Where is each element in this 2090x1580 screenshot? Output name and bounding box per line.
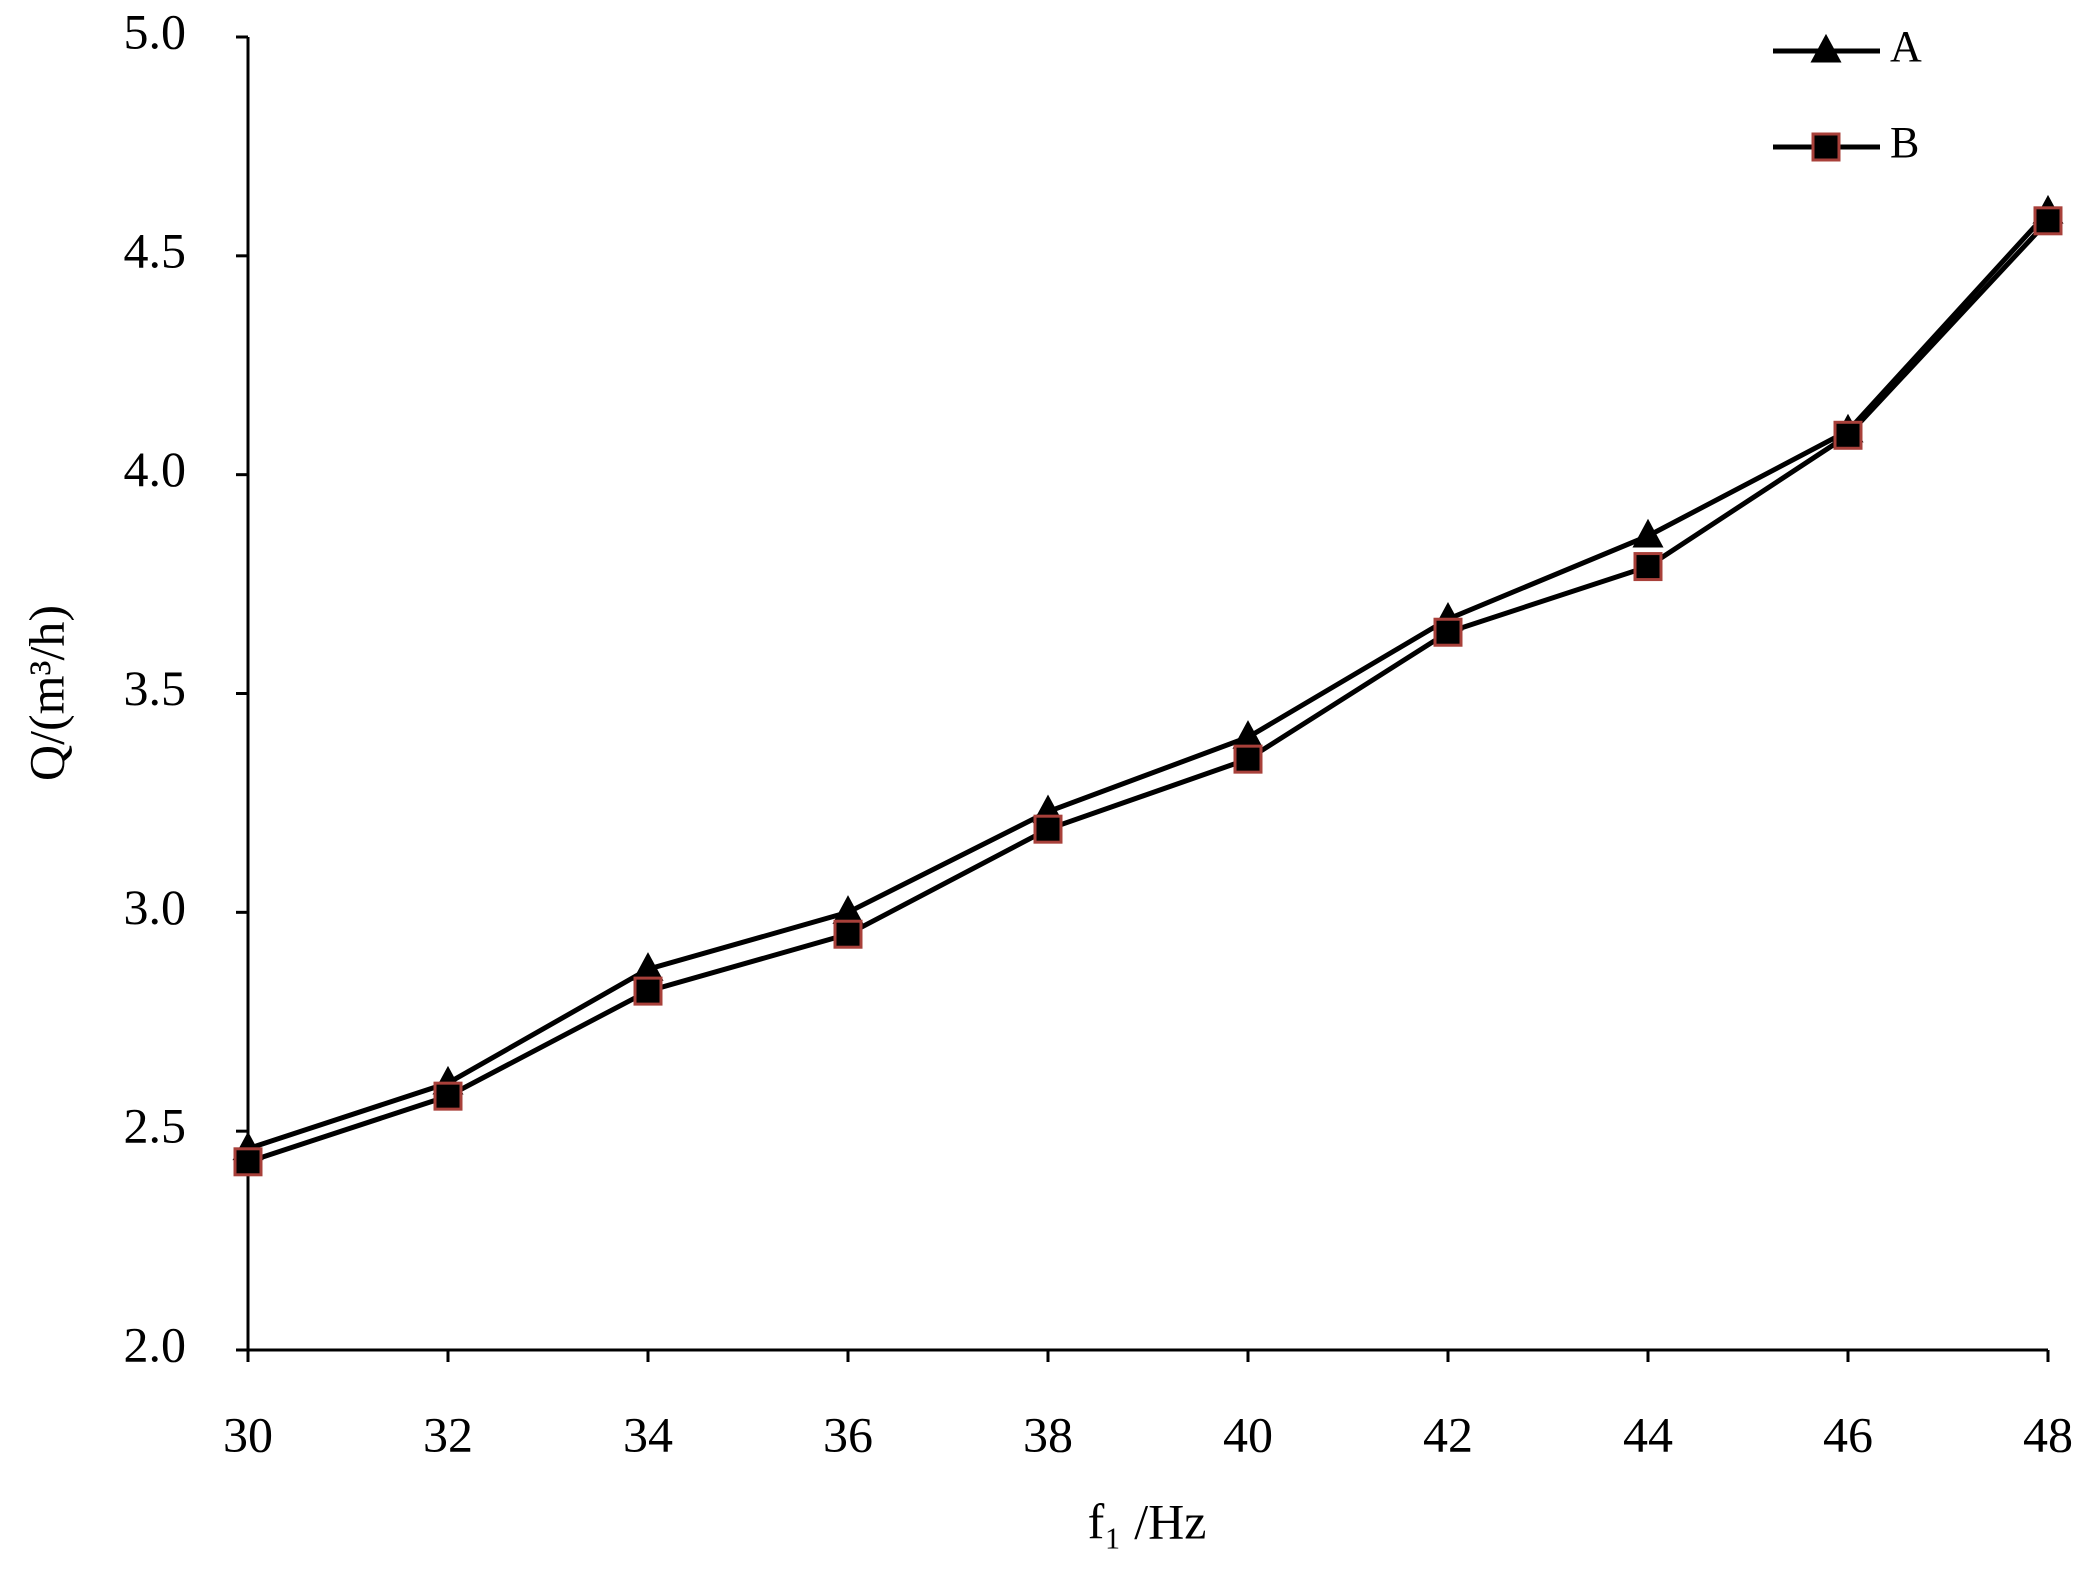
legend-marker xyxy=(1811,132,1841,162)
data-point xyxy=(1632,518,1664,548)
y-tick-label: 3.5 xyxy=(124,660,187,716)
y-tick-label: 2.0 xyxy=(124,1316,187,1372)
y-axis-label: Q/(m³/h) xyxy=(18,605,74,781)
data-point xyxy=(1232,720,1264,749)
x-tick-label: 30 xyxy=(223,1406,273,1462)
data-point xyxy=(1433,617,1463,647)
legend-label: B xyxy=(1890,118,1919,167)
x-tick-label: 48 xyxy=(2023,1406,2073,1462)
x-tick-label: 42 xyxy=(1423,1406,1473,1462)
series-line xyxy=(247,210,2050,1152)
y-tick-label: 3.0 xyxy=(124,879,187,935)
data-point xyxy=(1633,552,1663,582)
x-tick-label: 46 xyxy=(1823,1406,1873,1462)
data-point xyxy=(1833,420,1863,450)
data-point xyxy=(633,976,663,1006)
x-tick-label: 36 xyxy=(823,1406,873,1462)
data-point xyxy=(833,919,863,949)
legend-label: A xyxy=(1890,22,1922,71)
x-tick-label: 32 xyxy=(423,1406,473,1462)
x-tick-label: 44 xyxy=(1623,1406,1673,1462)
data-point xyxy=(1233,744,1263,774)
y-tick-label: 4.0 xyxy=(124,441,187,497)
series-line xyxy=(247,219,2050,1165)
data-point xyxy=(433,1081,463,1111)
x-tick-label: 34 xyxy=(623,1406,673,1462)
data-point xyxy=(233,1147,263,1177)
legend-marker xyxy=(1810,33,1842,63)
data-point xyxy=(1033,814,1063,844)
x-axis-label: f₁ /Hz xyxy=(1088,1493,1207,1549)
y-tick-label: 5.0 xyxy=(124,3,187,59)
x-tick-label: 40 xyxy=(1223,1406,1273,1462)
y-tick-label: 4.5 xyxy=(124,222,187,278)
data-point xyxy=(2033,206,2063,236)
y-tick-label: 2.5 xyxy=(124,1098,187,1154)
x-tick-label: 38 xyxy=(1023,1406,1073,1462)
